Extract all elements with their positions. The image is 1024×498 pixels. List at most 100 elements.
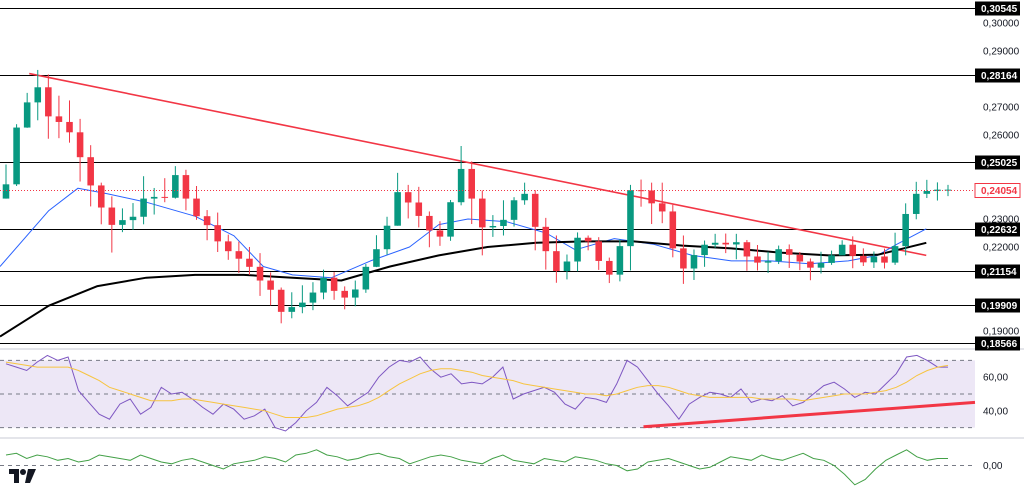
price-pane[interactable] bbox=[0, 8, 975, 344]
candle bbox=[341, 286, 348, 310]
candle-body bbox=[807, 261, 814, 268]
candle-body bbox=[711, 242, 719, 245]
candle bbox=[648, 182, 655, 225]
ma-long-line bbox=[0, 240, 927, 338]
price-tick-label: 0,19000 bbox=[983, 326, 1020, 337]
candle-body bbox=[701, 244, 708, 256]
candle-body bbox=[172, 175, 179, 198]
candle-body bbox=[66, 121, 73, 133]
rsi-tick-label: 60,00 bbox=[983, 373, 1008, 384]
candle-body bbox=[436, 230, 444, 237]
candle-body bbox=[203, 216, 211, 226]
candle-body bbox=[658, 203, 666, 212]
level-tag-box bbox=[975, 264, 1020, 279]
candlesticks bbox=[2, 69, 952, 324]
candle bbox=[658, 182, 666, 224]
candle bbox=[912, 181, 920, 220]
candle-body bbox=[235, 251, 243, 259]
candle-body bbox=[733, 242, 740, 245]
candle-body bbox=[320, 277, 327, 293]
candle-body bbox=[828, 255, 835, 263]
level-tag-label: 0,28164 bbox=[981, 71, 1018, 82]
candle-body bbox=[299, 302, 306, 308]
tradingview-logo-icon bbox=[8, 466, 38, 486]
candle bbox=[2, 164, 10, 199]
price-level-tag: 0,30545 bbox=[975, 1, 1020, 16]
candle bbox=[489, 215, 497, 237]
candle-body bbox=[34, 87, 42, 103]
candle bbox=[256, 253, 264, 296]
candle bbox=[415, 186, 423, 228]
price-level-tag: 0,19909 bbox=[975, 298, 1020, 313]
candle-body bbox=[722, 242, 730, 245]
rsi-trend-line bbox=[643, 400, 976, 429]
price-level-tag: 0,21154 bbox=[975, 264, 1020, 279]
rsi-line bbox=[5, 354, 948, 432]
candle bbox=[426, 211, 433, 248]
level-tag-label: 0,21154 bbox=[981, 267, 1017, 278]
candle bbox=[13, 124, 20, 187]
candle-body bbox=[129, 216, 137, 221]
candle-body bbox=[627, 190, 634, 247]
candle bbox=[849, 236, 857, 269]
candle-body bbox=[817, 262, 825, 268]
candle bbox=[891, 232, 899, 265]
candle-body bbox=[849, 244, 857, 256]
candle bbox=[320, 269, 327, 300]
candle-body bbox=[680, 248, 687, 269]
candle-body bbox=[362, 266, 370, 290]
candle-body bbox=[563, 261, 571, 272]
level-tag-label: 0,19909 bbox=[981, 301, 1018, 312]
ma-short-line bbox=[0, 187, 927, 279]
candle bbox=[669, 204, 677, 258]
candle bbox=[288, 292, 296, 319]
candle bbox=[743, 239, 751, 271]
candle-body bbox=[267, 280, 274, 290]
candle-body bbox=[193, 198, 200, 217]
candle bbox=[235, 241, 243, 273]
candle bbox=[574, 232, 581, 272]
candle bbox=[754, 245, 761, 271]
candle-body bbox=[785, 249, 793, 255]
candle-body bbox=[351, 289, 359, 298]
level-tag-box bbox=[975, 298, 1020, 313]
price-tick-label: 0,23000 bbox=[983, 215, 1020, 226]
price-axis[interactable]: 0,30545 0,28164 0,25025 0,22632 0,21154 0,199… bbox=[974, 1, 1021, 473]
candle bbox=[531, 190, 539, 251]
candle-body bbox=[87, 157, 94, 186]
candle bbox=[246, 246, 253, 275]
price-tick-label: 0,30000 bbox=[983, 19, 1020, 30]
rsi-pane[interactable] bbox=[0, 354, 976, 432]
candle bbox=[214, 212, 221, 252]
candle-body bbox=[489, 225, 497, 228]
candle bbox=[267, 272, 274, 306]
candle bbox=[690, 249, 698, 280]
candle bbox=[66, 100, 73, 143]
candle bbox=[838, 240, 846, 256]
candle-body bbox=[648, 190, 655, 204]
candle-body bbox=[76, 132, 84, 158]
candle bbox=[870, 251, 878, 268]
candle-body bbox=[912, 193, 920, 214]
candle-body bbox=[182, 175, 190, 199]
candle bbox=[616, 239, 624, 282]
candle bbox=[521, 182, 528, 205]
candle-body bbox=[743, 242, 751, 257]
price-level-tag: 0,28164 bbox=[975, 68, 1020, 83]
candle bbox=[373, 235, 380, 268]
candle bbox=[193, 186, 200, 220]
candle-body bbox=[838, 244, 846, 256]
level-tag-label: 0,22632 bbox=[981, 225, 1018, 236]
price-tick-label: 0,26000 bbox=[983, 131, 1020, 142]
candle bbox=[404, 184, 412, 219]
candle bbox=[140, 176, 147, 225]
candle bbox=[383, 216, 391, 255]
candle bbox=[553, 235, 560, 283]
candle bbox=[860, 248, 867, 266]
candle-body bbox=[796, 254, 804, 262]
current-price-label: 0,24054 bbox=[981, 186, 1018, 197]
candle-body bbox=[394, 192, 401, 226]
level-tag-label: 0,30545 bbox=[981, 4, 1018, 15]
oscillator-pane[interactable] bbox=[0, 449, 975, 486]
